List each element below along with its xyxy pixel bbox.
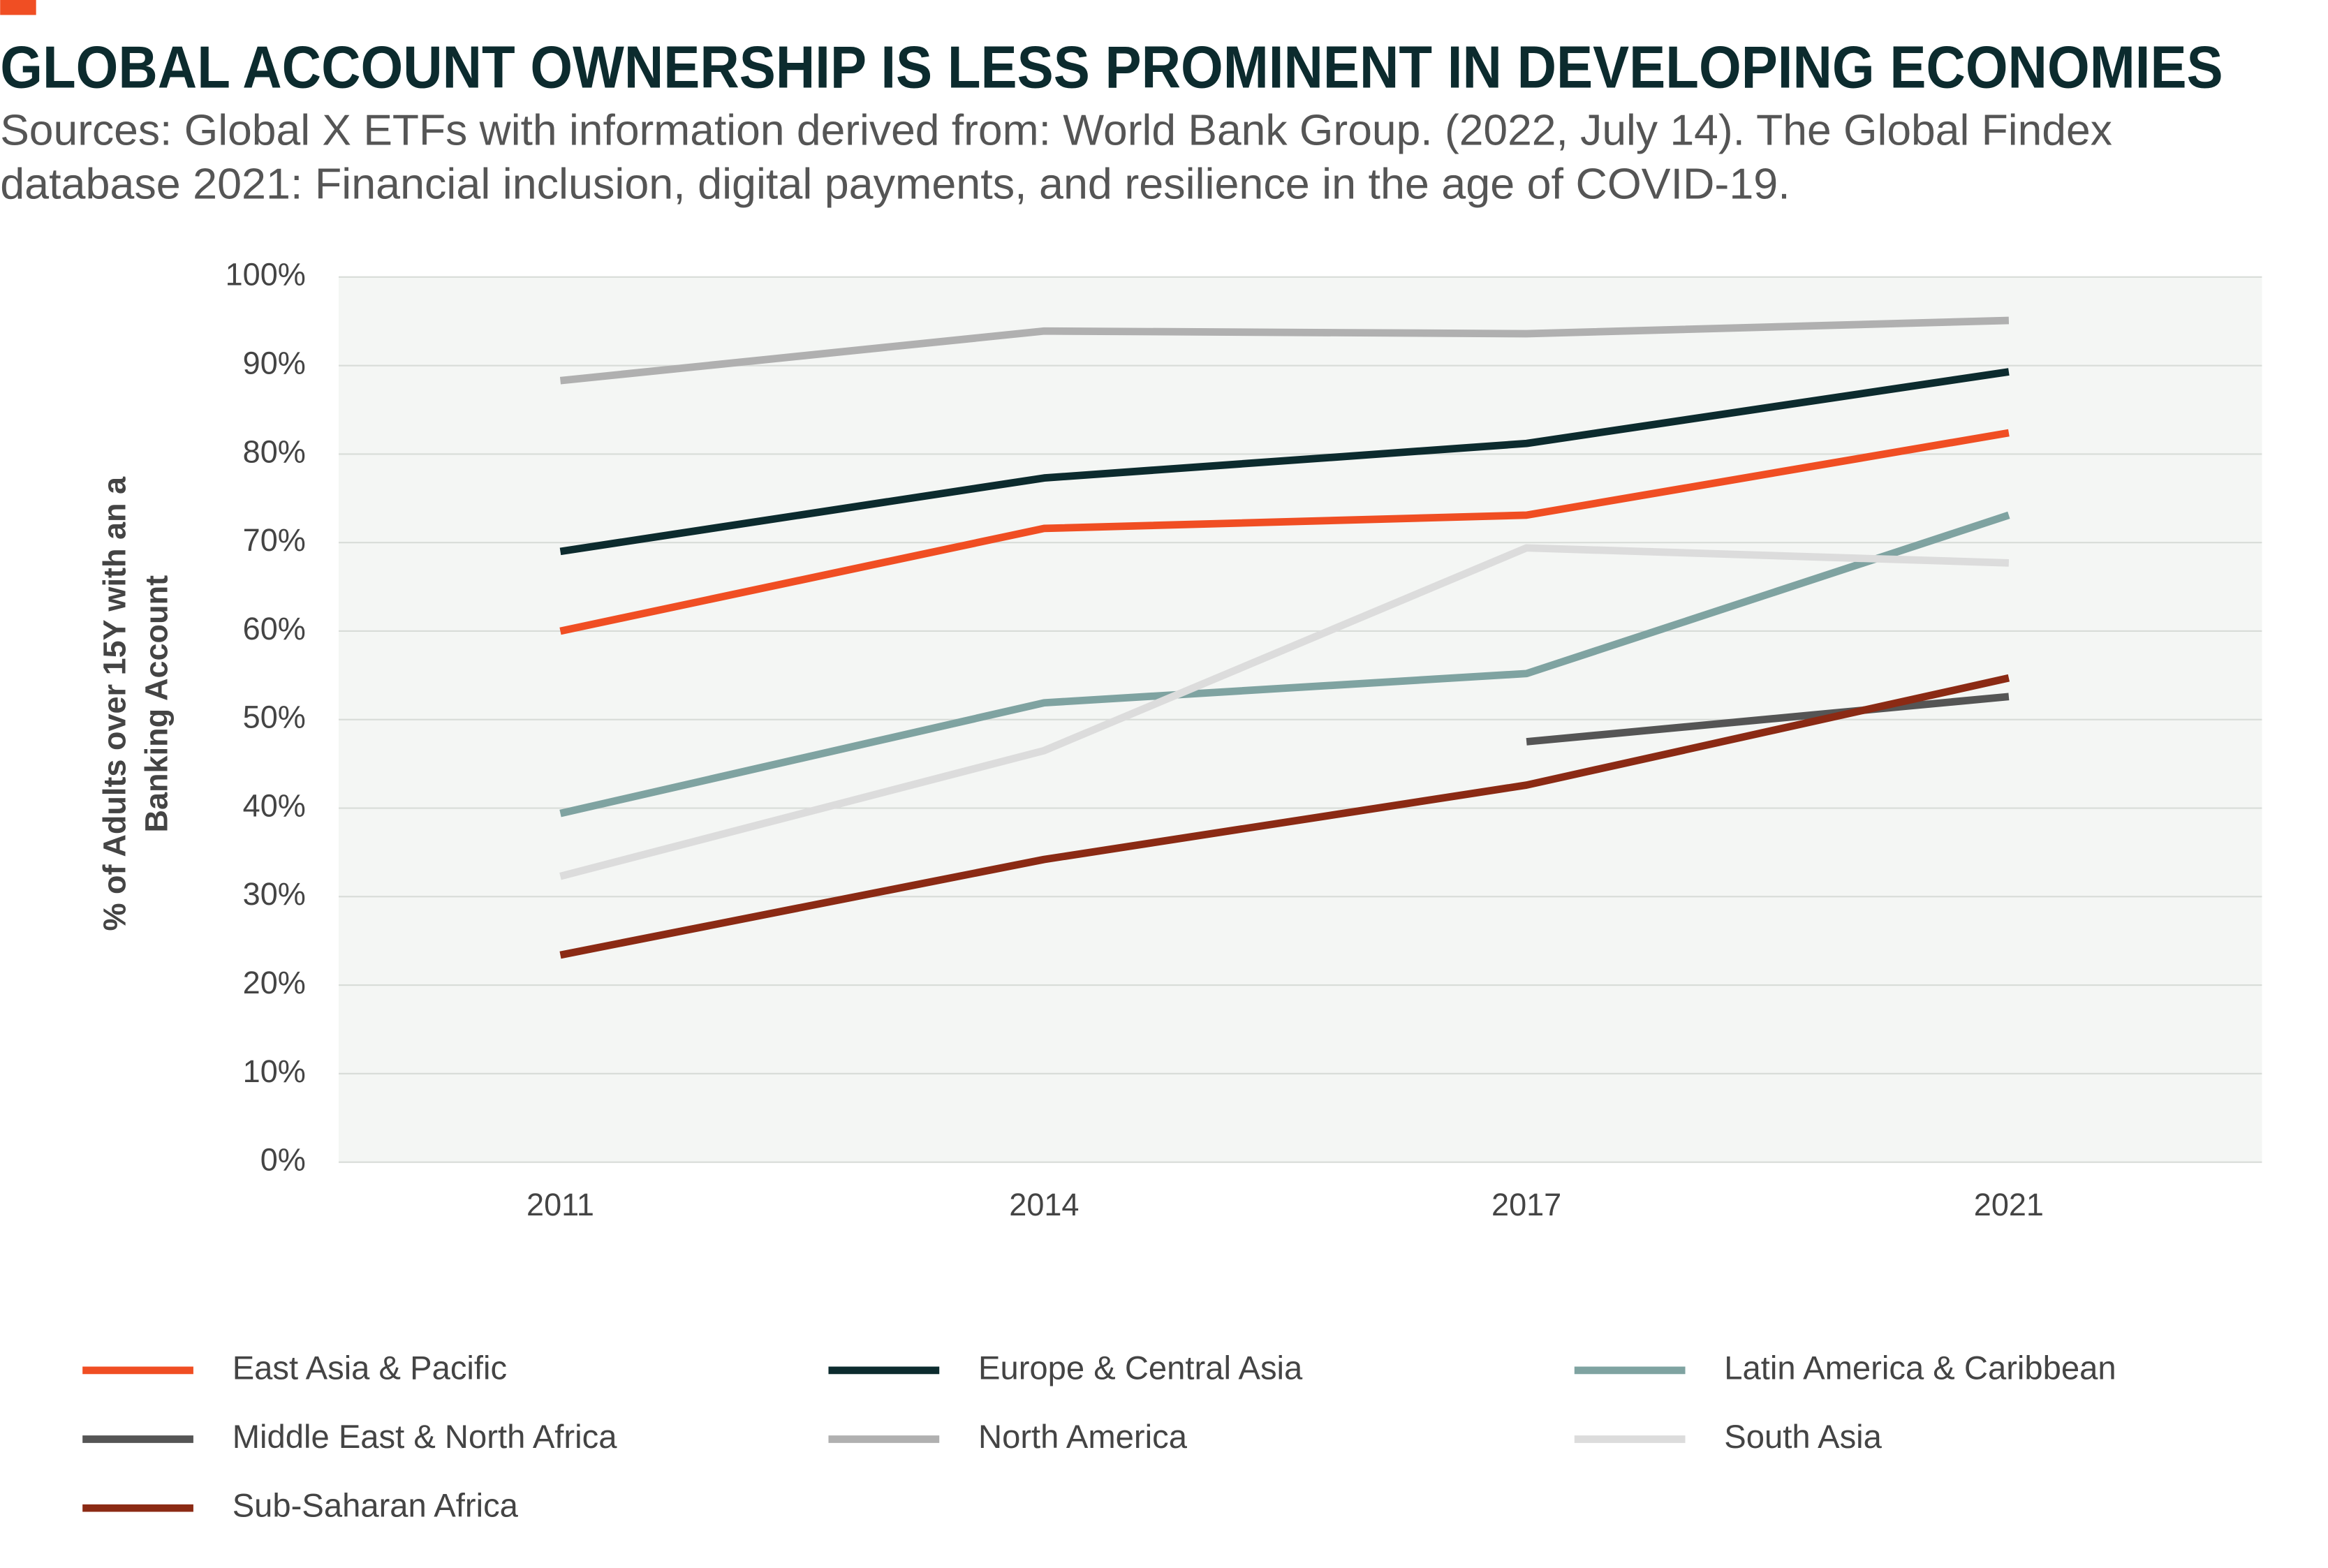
y-tick-label: 40% — [243, 787, 306, 823]
series-line — [559, 429, 2010, 635]
y-tick-label: 50% — [243, 700, 306, 735]
y-axis-label-line: % of Adults over 15Y with an a — [96, 476, 132, 931]
x-tick-label: 2021 — [1974, 1187, 2044, 1222]
series-line — [559, 368, 2010, 556]
legend-label: North America — [978, 1419, 1188, 1456]
x-tick-label: 2011 — [526, 1187, 594, 1222]
series-line — [559, 674, 2010, 959]
legend-label: Sub-Saharan Africa — [233, 1488, 519, 1525]
x-tick-label: 2014 — [1009, 1187, 1079, 1222]
y-tick-label: 30% — [243, 876, 306, 912]
y-axis-label: % of Adults over 15Y with an a Banking A… — [96, 476, 174, 931]
series-line — [1526, 693, 2010, 746]
legend-label: East Asia & Pacific — [233, 1349, 507, 1386]
accent-bar — [0, 0, 36, 15]
y-tick-label: 0% — [260, 1142, 306, 1178]
series-line — [559, 511, 2010, 818]
series-line — [559, 544, 2010, 880]
y-tick-label: 100% — [226, 257, 306, 293]
legend-label: South Asia — [1724, 1419, 1882, 1456]
legend-label: Latin America & Caribbean — [1724, 1349, 2116, 1386]
y-tick-label: 20% — [243, 965, 306, 1000]
legend-label: Europe & Central Asia — [978, 1349, 1303, 1386]
y-tick-label: 10% — [243, 1053, 306, 1089]
y-axis-label-line: Banking Account — [138, 575, 174, 833]
y-tick-label: 90% — [243, 346, 306, 381]
x-tick-label: 2017 — [1491, 1187, 1561, 1222]
subtitle: database 2021: Financial inclusion, digi… — [0, 161, 1790, 209]
legend-label: Middle East & North Africa — [233, 1419, 618, 1456]
y-tick-label: 70% — [243, 522, 306, 558]
y-tick-label: 80% — [243, 434, 306, 469]
series-line — [559, 316, 2010, 385]
subtitle: Sources: Global X ETFs with information … — [0, 106, 2112, 154]
y-tick-label: 60% — [243, 611, 306, 646]
chart-title: GLOBAL ACCOUNT OWNERSHIP IS LESS PROMINE… — [0, 34, 2223, 101]
